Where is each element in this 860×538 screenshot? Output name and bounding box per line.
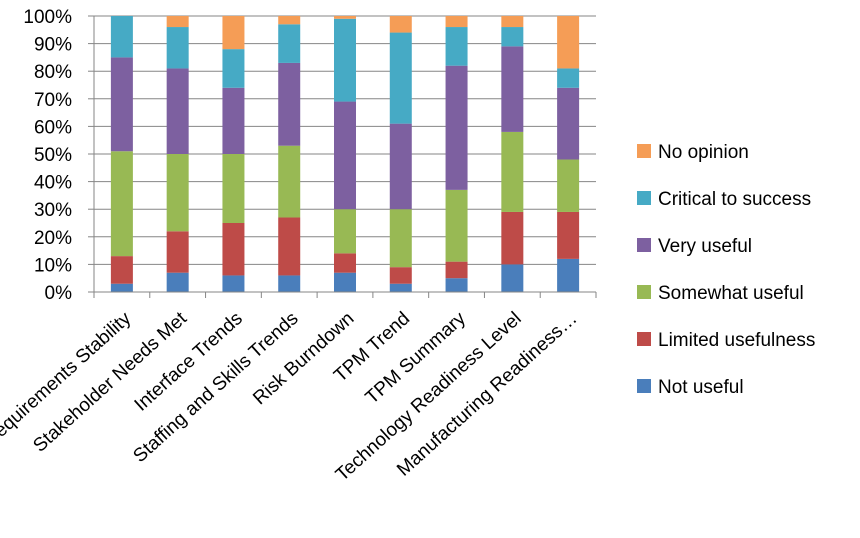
bar-segment: [501, 211, 524, 265]
bar-segment: [222, 223, 245, 276]
legend-swatch: [637, 191, 651, 205]
bar-segment: [110, 57, 133, 152]
bar-segment: [334, 209, 356, 254]
y-tick-labels: 0% 10% 20% 30% 40% 50% 60% 70% 80% 90% 100%: [23, 7, 72, 304]
bar-segment: [557, 87, 580, 160]
bar-segment: [557, 159, 580, 212]
bar-segment: [166, 68, 189, 154]
bar-segment: [110, 151, 133, 257]
bar-segment: [110, 16, 133, 58]
bar-segment: [278, 16, 301, 25]
y-tick-label: 50%: [34, 145, 72, 166]
bar-segment: [445, 16, 468, 28]
legend-swatch: [637, 238, 651, 252]
bar-segment: [334, 253, 356, 273]
bar-segment: [389, 123, 412, 210]
legend-swatch: [637, 379, 651, 393]
y-tick-label: 10%: [34, 255, 72, 276]
y-tick-label: 20%: [34, 228, 72, 249]
bar-segment: [389, 32, 412, 124]
bar-segment: [278, 145, 301, 218]
bar-segment: [278, 62, 301, 146]
bar-segment: [166, 231, 189, 273]
bar-segment: [557, 258, 580, 292]
bar-segment: [222, 16, 245, 50]
x-category-label: Risk Burndown: [249, 308, 358, 409]
axes: [88, 15, 597, 298]
bar-segment: [501, 46, 524, 132]
bar-segment: [389, 283, 412, 292]
bar-segment: [445, 189, 468, 262]
y-tick-label: 90%: [34, 35, 72, 56]
legend-label: Very useful: [658, 236, 752, 257]
bar-segment: [166, 272, 189, 292]
bar-segment: [222, 275, 245, 292]
bar-segment: [389, 267, 412, 284]
legend-swatch: [637, 285, 651, 299]
legend-label: Somewhat useful: [658, 283, 804, 304]
bar-segment: [166, 154, 189, 232]
bar-segment: [445, 278, 468, 292]
bar-segment: [445, 65, 468, 190]
bar-segment: [278, 24, 301, 63]
y-tick-label: 30%: [34, 200, 72, 221]
bar-segment: [110, 256, 133, 284]
y-tick-label: 0%: [45, 283, 73, 304]
bar-segment: [334, 18, 356, 102]
bars: [110, 16, 580, 292]
bar-segment: [445, 27, 468, 66]
y-tick-label: 40%: [34, 173, 72, 194]
bar-segment: [222, 154, 245, 223]
bar-segment: [278, 275, 301, 292]
legend-swatch: [637, 332, 651, 346]
bar-segment: [389, 209, 412, 268]
y-tick-label: 100%: [23, 7, 72, 28]
bar-segment: [334, 101, 356, 210]
bar-segment: [445, 261, 468, 279]
bar-segment: [166, 16, 189, 28]
bar-segment: [334, 16, 356, 19]
bar-segment: [110, 283, 133, 292]
legend: No opinion Critical to success Very useful…: [637, 142, 815, 398]
bar-segment: [389, 16, 412, 33]
legend-label: Limited usefulness: [658, 330, 815, 351]
bar-segment: [334, 272, 356, 292]
bar-segment: [501, 27, 524, 47]
bar-segment: [557, 211, 580, 259]
bar-segment: [557, 68, 580, 88]
bar-segment: [557, 16, 580, 69]
bar-segment: [501, 131, 524, 212]
legend-label: Critical to success: [658, 189, 811, 210]
bar-segment: [501, 264, 524, 292]
y-tick-label: 70%: [34, 90, 72, 111]
bar-segment: [501, 16, 524, 28]
legend-swatch: [637, 144, 651, 158]
y-tick-label: 80%: [34, 62, 72, 83]
legend-label: No opinion: [658, 142, 749, 163]
bar-segment: [278, 217, 301, 276]
y-tick-label: 60%: [34, 117, 72, 138]
bar-segment: [166, 27, 189, 69]
bar-segment: [222, 87, 245, 154]
bar-segment: [222, 49, 245, 88]
legend-label: Not useful: [658, 377, 744, 398]
